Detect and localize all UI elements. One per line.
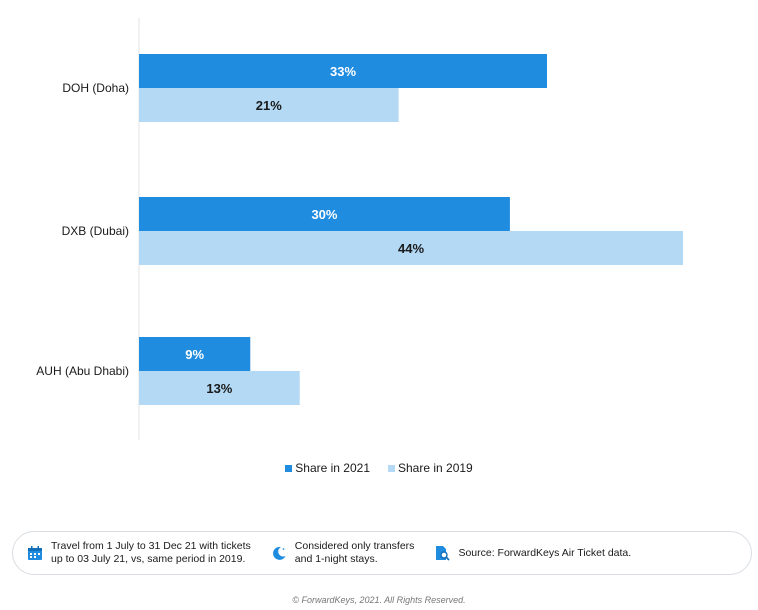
data-label: 33% bbox=[330, 64, 356, 79]
calendar-icon bbox=[27, 545, 43, 561]
note-source: Source: ForwardKeys Air Ticket data. bbox=[434, 545, 631, 561]
note-stays-text: Considered only transfers and 1-night st… bbox=[294, 540, 415, 565]
bar-2019 bbox=[139, 371, 300, 405]
legend-item-2021: Share in 2021 bbox=[285, 461, 370, 475]
legend-item-2019: Share in 2019 bbox=[388, 461, 473, 475]
data-label: 21% bbox=[256, 98, 282, 113]
note-travel-period-text: Travel from 1 July to 31 Dec 21 with tic… bbox=[51, 540, 251, 565]
data-label: 9% bbox=[185, 347, 204, 362]
bar-2021 bbox=[139, 54, 547, 88]
bar-2021 bbox=[139, 197, 510, 231]
document-search-icon bbox=[434, 545, 451, 561]
category-label: AUH (Abu Dhabi) bbox=[36, 364, 129, 378]
bar-2019 bbox=[139, 231, 683, 265]
legend-label-2021: Share in 2021 bbox=[295, 461, 370, 475]
note-source-text: Source: ForwardKeys Air Ticket data. bbox=[458, 546, 632, 559]
data-label: 13% bbox=[206, 381, 232, 396]
data-label: 30% bbox=[311, 207, 337, 222]
category-label: DOH (Doha) bbox=[62, 81, 129, 95]
bar-chart: DOH (Doha) 33% 21% DXB (Dubai) 30% 44% AUH (Ab… bbox=[36, 18, 683, 440]
category-label: DXB (Dubai) bbox=[62, 224, 129, 238]
bar-2019 bbox=[139, 88, 399, 122]
note-travel-period: Travel from 1 July to 31 Dec 21 with tic… bbox=[27, 540, 251, 566]
moon-icon bbox=[271, 545, 287, 561]
note-stays: Considered only transfers and 1-night st… bbox=[271, 540, 415, 566]
legend-swatch-2021 bbox=[285, 464, 293, 472]
legend-label-2019: Share in 2019 bbox=[398, 461, 473, 475]
bar-2021 bbox=[139, 337, 251, 371]
legend: Share in 2021 Share in 2019 bbox=[0, 461, 758, 475]
copyright-footer: © ForwardKeys, 2021. All Rights Reserved… bbox=[292, 595, 466, 605]
notes-panel: Travel from 1 July to 31 Dec 21 with tic… bbox=[12, 531, 752, 575]
data-label: 44% bbox=[398, 241, 424, 256]
legend-swatch-2019 bbox=[388, 464, 395, 472]
